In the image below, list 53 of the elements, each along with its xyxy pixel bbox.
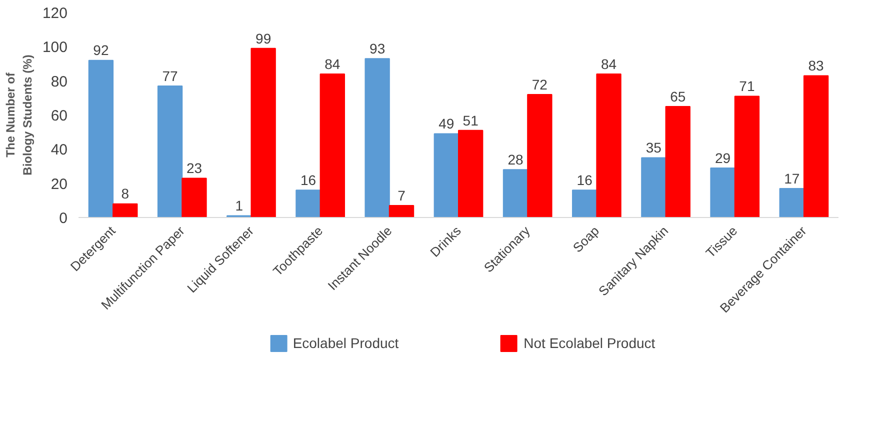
data-label: 49 — [438, 116, 454, 132]
data-label: 93 — [370, 40, 386, 56]
data-label: 17 — [784, 170, 800, 186]
y-tick-label: 0 — [59, 210, 68, 227]
data-label: 65 — [670, 88, 686, 104]
data-label: 16 — [576, 172, 593, 188]
data-label: 28 — [508, 152, 524, 168]
bar — [734, 96, 760, 218]
data-label: 7 — [398, 187, 406, 204]
data-label: 35 — [646, 140, 662, 156]
bar — [710, 167, 736, 218]
data-label: 72 — [532, 76, 548, 92]
bar — [502, 169, 528, 218]
y-tick-label: 80 — [50, 73, 68, 90]
bar — [434, 133, 459, 218]
bar — [157, 85, 183, 218]
data-label: 84 — [600, 56, 617, 72]
bar — [641, 157, 666, 218]
bar — [182, 178, 207, 218]
data-label: 8 — [121, 186, 130, 202]
data-label: 51 — [462, 112, 479, 128]
data-label: 84 — [324, 56, 340, 72]
bar — [112, 203, 138, 218]
data-label: 71 — [739, 78, 755, 94]
bar — [665, 106, 690, 218]
y-axis-title: The Number of Biology Students (%) — [4, 54, 34, 176]
legend-label: Ecolabel Product — [292, 335, 399, 351]
bar — [296, 190, 321, 218]
data-label: 83 — [808, 58, 824, 74]
y-tick-label: 20 — [50, 176, 68, 193]
data-label: 92 — [93, 42, 109, 58]
y-tick-label: 40 — [50, 142, 68, 159]
y-tick-label: 60 — [50, 108, 68, 124]
bar — [527, 94, 552, 218]
y-tick-label: 120 — [42, 5, 68, 22]
bar — [803, 75, 829, 218]
data-label: 1 — [235, 198, 244, 214]
bar — [250, 48, 276, 218]
bar — [458, 130, 484, 218]
data-label: 99 — [256, 30, 272, 46]
bar — [596, 74, 622, 218]
bar — [320, 74, 345, 218]
data-label: 29 — [714, 150, 731, 166]
data-label: 77 — [162, 68, 178, 84]
bar — [364, 58, 390, 218]
data-label: 23 — [186, 160, 202, 176]
legend-label: Not Ecolabel Product — [524, 335, 656, 351]
bar — [88, 60, 114, 218]
data-label: 16 — [300, 172, 316, 188]
bar — [572, 190, 598, 218]
bar — [388, 205, 414, 218]
y-tick-label: 100 — [42, 39, 68, 56]
bar — [779, 188, 804, 218]
